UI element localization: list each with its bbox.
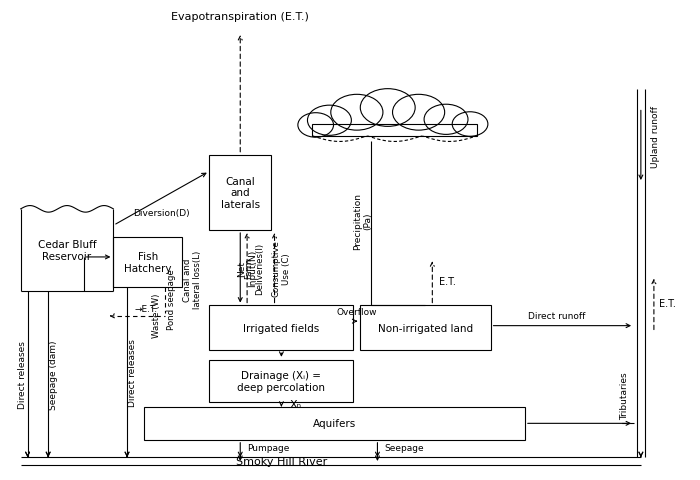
Text: E.T.: E.T. [659,299,676,309]
Text: Farm
Deliveries(I): Farm Deliveries(I) [244,242,264,294]
Bar [144,407,525,440]
Text: →E.T.: →E.T. [134,304,158,313]
Text: Direct releases: Direct releases [18,341,27,408]
Text: Precipitation
(Pa): Precipitation (Pa) [353,193,372,250]
Text: Pond seepage: Pond seepage [167,268,176,329]
Text: Irrigated fields: Irrigated fields [244,323,319,333]
Text: Canal and
lateral loss(L): Canal and lateral loss(L) [183,251,202,309]
Text: Pumpage: Pumpage [247,443,290,452]
Text: Fish
Hatchery: Fish Hatchery [124,252,172,273]
Bar [113,238,182,287]
Bar [209,360,354,402]
Text: Seepage (dam): Seepage (dam) [49,340,58,409]
Text: Smoky Hill River: Smoky Hill River [236,456,327,466]
Text: Tributaries: Tributaries [620,372,629,419]
Text: Direct releases: Direct releases [128,338,137,406]
Bar [312,125,477,136]
Text: Xₙ: Xₙ [290,400,302,409]
Bar [209,306,354,350]
Text: Upland runoff: Upland runoff [652,106,661,168]
Text: Diversion(D): Diversion(D) [133,208,190,217]
Text: Drainage (Xᵢ) =
deep percolation: Drainage (Xᵢ) = deep percolation [237,371,326,392]
Bar [360,306,491,350]
Text: Cedar Bluff
Reservoir: Cedar Bluff Reservoir [38,240,97,262]
Text: Seepage: Seepage [384,443,424,452]
Text: Net
Input(N): Net Input(N) [237,250,257,287]
Text: Non-irrigated land: Non-irrigated land [378,323,473,333]
Text: Canal
and
laterals: Canal and laterals [220,176,260,210]
Text: E.T.: E.T. [439,276,456,287]
Text: Waste (W): Waste (W) [152,293,161,337]
Text: Aquifers: Aquifers [313,419,356,429]
Bar [209,156,271,230]
Text: Overflow: Overflow [337,307,377,316]
Text: Direct runoff: Direct runoff [528,312,585,320]
Text: Evapotranspiration (E.T.): Evapotranspiration (E.T.) [172,12,309,22]
Text: Consumptive
Use (C): Consumptive Use (C) [272,240,291,297]
